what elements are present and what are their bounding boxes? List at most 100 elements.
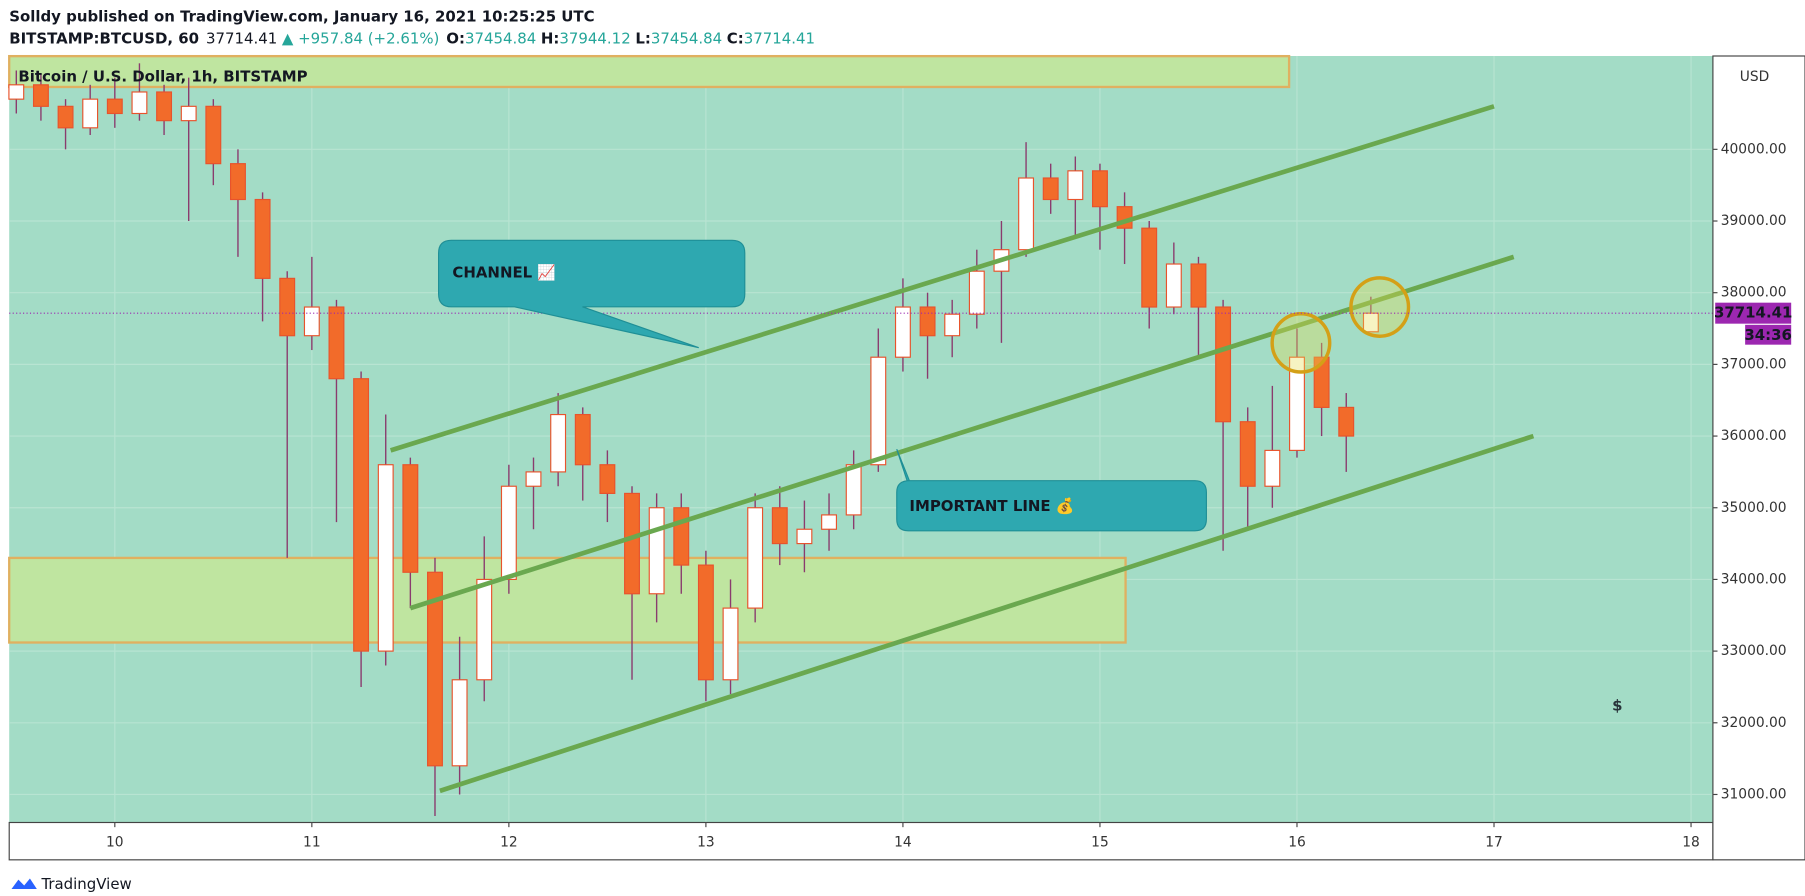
candle-body xyxy=(894,306,911,358)
x-tick-label: 14 xyxy=(894,834,912,850)
channel-line xyxy=(439,433,1535,794)
y-tick-label: 39000.00 xyxy=(1721,213,1787,229)
zone xyxy=(8,556,1127,644)
candle-body xyxy=(697,564,714,681)
y-tick-label: 36000.00 xyxy=(1721,428,1787,444)
candle-body xyxy=(599,464,616,494)
annotation: CHANNEL 📈 xyxy=(452,263,556,281)
candle-body xyxy=(451,679,468,767)
last-price-label: 37714.41 xyxy=(1714,304,1792,322)
logo xyxy=(11,878,37,889)
header-line-1: Solldy published on TradingView.com, Jan… xyxy=(9,7,594,25)
y-tick-label: 40000.00 xyxy=(1721,141,1787,157)
l: 37454.84 xyxy=(651,29,722,47)
candle-body xyxy=(57,105,74,129)
o: 37454.84 xyxy=(465,29,536,47)
candle-body xyxy=(328,306,345,380)
time-axis xyxy=(8,821,1714,861)
last: 37714.41 xyxy=(206,29,277,47)
candle-body xyxy=(1289,356,1305,451)
h: 37944.12 xyxy=(559,29,630,47)
callout xyxy=(438,239,746,349)
plot-background xyxy=(9,56,1713,823)
candle-body xyxy=(648,507,665,595)
o-label: O: xyxy=(446,29,465,47)
candle-body xyxy=(845,464,862,516)
y-tick-label: 31000.00 xyxy=(1721,786,1787,802)
candle-body xyxy=(1091,170,1108,208)
candle-body xyxy=(1141,227,1158,308)
zone xyxy=(8,54,1291,89)
x-tick-label: 18 xyxy=(1682,834,1700,850)
header-title: Solldy published on TradingView.com, Jan… xyxy=(9,7,594,25)
y-tick-label: 34000.00 xyxy=(1721,571,1787,587)
candle-body xyxy=(180,105,197,122)
candle-body xyxy=(919,306,936,337)
highlight-circle xyxy=(1349,276,1411,338)
change: ▲ +957.84 (+2.61%) xyxy=(282,29,439,47)
x-tick-label: 11 xyxy=(303,834,321,850)
currency: USD xyxy=(1740,69,1769,85)
y-tick-label: 33000.00 xyxy=(1721,643,1787,659)
candle-body xyxy=(500,485,517,581)
candle-body xyxy=(1018,177,1035,251)
candle-body xyxy=(1165,263,1182,308)
annotation: IMPORTANT LINE 💰 xyxy=(909,497,1074,515)
candle-body xyxy=(353,378,370,652)
candle-body xyxy=(1264,449,1281,487)
candle-body xyxy=(402,464,419,573)
y-tick-label: 32000.00 xyxy=(1721,715,1787,731)
candle-body xyxy=(205,105,222,165)
callout xyxy=(896,448,1207,532)
x-tick-label: 12 xyxy=(500,834,518,850)
last-price-box xyxy=(1715,302,1792,324)
candle-body xyxy=(722,607,739,681)
chart-title: Bitcoin / U.S. Dollar, 1h, BITSTAMP xyxy=(18,67,307,85)
candle-body xyxy=(673,507,690,566)
candle-body xyxy=(1190,263,1207,308)
x-tick-label: 13 xyxy=(697,834,715,850)
candle-body xyxy=(525,471,542,487)
candle-body xyxy=(32,84,49,107)
countdown-box xyxy=(1745,324,1792,345)
candle-body xyxy=(476,578,493,681)
symbol: BITSTAMP:BTCUSD, 60 xyxy=(9,29,199,47)
candle-body xyxy=(870,356,887,466)
candle-body xyxy=(968,270,985,315)
candle-body xyxy=(624,492,640,595)
candle-body xyxy=(1313,356,1330,408)
channel-line xyxy=(389,104,1495,453)
candle-body xyxy=(821,514,838,530)
y-tick-label: 38000.00 xyxy=(1721,285,1787,301)
candle-body xyxy=(1067,170,1084,201)
candle-body xyxy=(944,313,961,337)
channel-line xyxy=(409,254,1515,611)
candle-body xyxy=(106,98,123,115)
candle-body xyxy=(1215,306,1232,423)
candle-body xyxy=(82,98,99,129)
candle-body xyxy=(254,198,271,279)
h-label: H: xyxy=(541,29,559,47)
candle-body xyxy=(427,571,443,767)
candle-body xyxy=(550,413,567,473)
x-tick-label: 10 xyxy=(106,834,124,850)
x-tick-label: 16 xyxy=(1288,834,1306,850)
candle-body xyxy=(1338,406,1355,437)
x-tick-label: 15 xyxy=(1091,834,1109,850)
candle-body xyxy=(377,464,394,652)
y-tick-label: 37000.00 xyxy=(1721,356,1787,372)
candle-body xyxy=(574,413,591,466)
candle-body xyxy=(156,91,173,122)
footer: TradingView xyxy=(40,875,131,893)
y-tick-label: 35000.00 xyxy=(1721,500,1787,516)
candle-body xyxy=(229,163,246,201)
candle-body xyxy=(747,507,764,609)
candle-body xyxy=(771,507,788,545)
header-line-2: BITSTAMP:BTCUSD, 60 37714.41 ▲ +957.84 (+2… xyxy=(9,29,815,47)
axes: 31000.00 32000.00 33000.00 34000.00 35000.00… xyxy=(106,69,1792,850)
plot: $ Bitcoin / U.S. Dollar, 1h, BITSTAMP CHAN… xyxy=(8,54,1713,823)
c-label: C: xyxy=(727,29,744,47)
highlight-circle xyxy=(1270,311,1332,374)
